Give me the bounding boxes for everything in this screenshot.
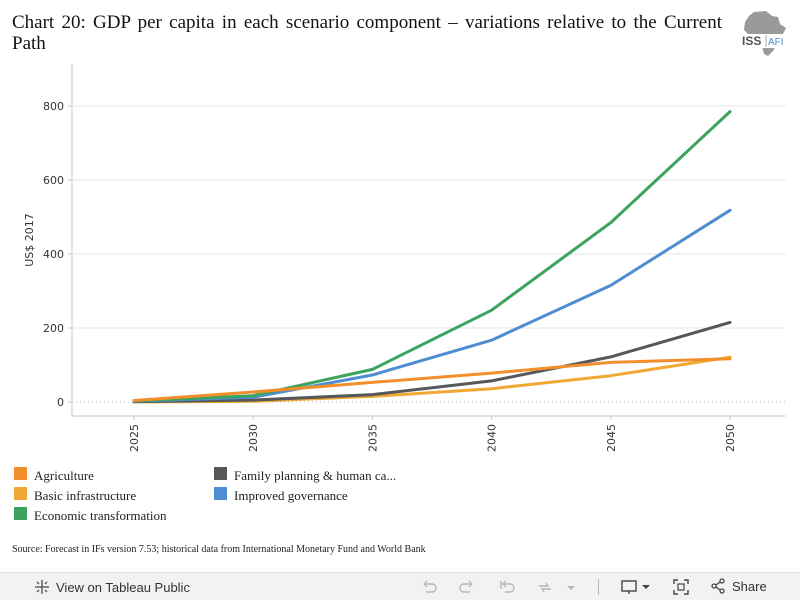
x-tick-label: 2050 [724,424,737,452]
x-tick-label: 2035 [366,424,379,452]
legend-label: Improved governance [234,488,348,503]
logo-suffix: AFI [768,37,784,48]
legend-label: Family planning & human ca... [234,468,397,483]
chart-title: Chart 20: GDP per capita in each scenari… [12,12,722,54]
legend-swatch [14,487,27,500]
series-line [132,208,732,403]
series-line [132,110,732,403]
refresh-icon[interactable] [536,578,554,596]
y-tick-label: 800 [43,100,64,113]
y-tick-label: 200 [43,322,64,335]
y-tick-label: 0 [57,396,64,409]
view-on-tableau-label: View on Tableau Public [56,579,190,595]
series-line [132,320,732,404]
x-tick-label: 2040 [486,424,499,452]
legend-label: Basic infrastructure [34,488,137,503]
tableau-footer: View on Tableau Public Share [0,572,800,600]
legend-label: Agriculture [34,468,94,483]
share-label: Share [732,578,767,594]
legend-swatch [14,507,27,520]
line-chart: 0 200 400 600 800 US$ 2017 2025 2030 2035 2040 204… [23,64,786,452]
tableau-logo-icon [35,580,49,594]
legend-swatch [214,467,227,480]
y-tick-label: 400 [43,248,64,261]
iss-logo: ISS AFI [736,10,792,58]
x-tick-label: 2030 [247,424,260,452]
y-tick-label: 600 [43,174,64,187]
share-icon [711,578,725,594]
revert-icon[interactable] [498,578,516,596]
legend-label: Economic transformation [34,508,167,523]
legend: Agriculture Basic infrastructure Economic … [14,466,574,530]
logo-text: ISS [742,34,761,48]
africa-map-logo-icon: ISS AFI [740,11,788,56]
x-tick-label: 2025 [128,424,141,452]
x-tick-label: 2045 [605,424,618,452]
y-axis-label: US$ 2017 [23,213,36,267]
chevron-down-icon[interactable] [562,578,580,596]
download-icon[interactable] [620,578,652,596]
source-note: Source: Forecast in IFs version 7.53; hi… [12,544,426,555]
toolbar-divider [598,579,599,595]
legend-swatch [14,467,27,480]
fullscreen-icon[interactable] [672,578,690,596]
series-line [132,357,732,402]
share-button[interactable]: Share [710,578,767,594]
legend-swatch [214,487,227,500]
redo-icon[interactable] [458,578,476,596]
view-on-tableau-link[interactable]: View on Tableau Public [34,579,190,595]
undo-icon[interactable] [420,578,438,596]
